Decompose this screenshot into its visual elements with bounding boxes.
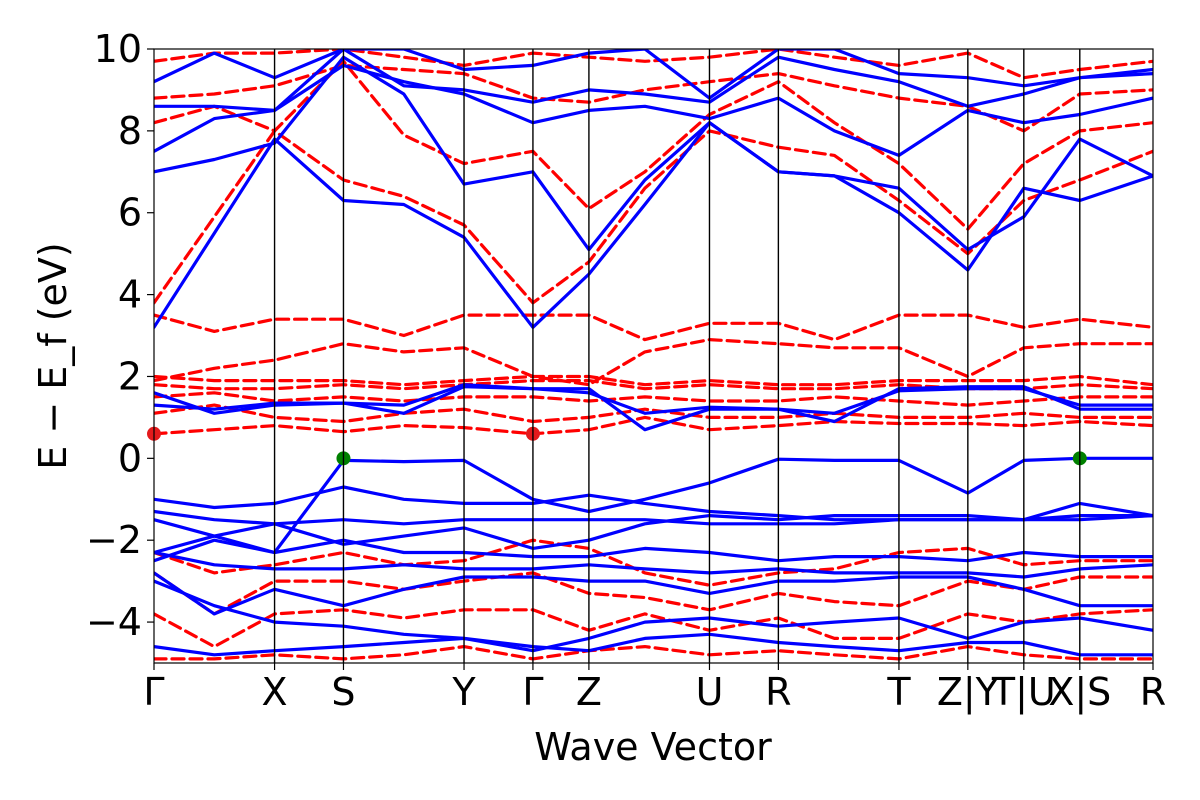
high-symmetry-lines — [273, 49, 1081, 663]
spin-down-band-15 — [154, 49, 1153, 80]
plot-frame — [153, 48, 1154, 664]
extrema-markers — [147, 426, 1087, 466]
spin-up-band-2 — [154, 579, 1153, 653]
y-axis-label: E − E_f (eV) — [31, 242, 75, 470]
x-tick-label: R — [765, 670, 791, 714]
spin-down-band-1 — [154, 645, 1153, 661]
x-tick-label: Γ — [522, 670, 543, 714]
spin-up-band-4 — [154, 550, 1153, 579]
x-axis-label: Wave Vector — [534, 725, 772, 769]
y-tick-label: 2 — [118, 354, 142, 398]
spin-up-band-9 — [154, 456, 1153, 563]
y-tick-label: −4 — [86, 600, 142, 644]
spin-down-band-12 — [154, 129, 1153, 305]
spin-down-band-3 — [154, 571, 1153, 616]
y-axis-ticks: −4 −2 0 2 4 6 8 10 — [86, 27, 154, 644]
spin-down-band-5 — [154, 415, 1153, 436]
y-tick-label: −2 — [86, 518, 142, 562]
spin-down-band-9 — [154, 374, 1153, 387]
x-tick-label: T|U — [991, 670, 1056, 715]
y-tick-label: 10 — [94, 27, 142, 71]
spin-up-band-13 — [154, 55, 1153, 252]
spin-down-band-10 — [154, 338, 1153, 387]
spin-down-band-7 — [154, 391, 1153, 407]
spin-up-band-5 — [154, 534, 1153, 563]
spin-down-band-2 — [154, 608, 1153, 649]
y-tick-label: 0 — [118, 436, 142, 480]
spin-up-band-12 — [154, 121, 1153, 329]
spin-up-band-16 — [154, 49, 1153, 100]
spin-up-band-3 — [154, 571, 1153, 616]
y-tick-label: 4 — [118, 273, 142, 317]
x-axis-ticks: Γ X S Y Γ Z U R T Z|YT|UX|S R — [143, 663, 1166, 715]
x-tick-label: Γ — [143, 670, 164, 714]
spin-up-band-11 — [154, 383, 1153, 415]
x-tick-label: X|S — [1048, 670, 1111, 715]
x-tick-label: Z — [576, 670, 602, 714]
x-tick-label: S — [331, 670, 355, 714]
spin-up-band-14 — [154, 63, 1153, 157]
y-tick-label: 8 — [118, 109, 142, 153]
x-tick-label: Y — [451, 670, 476, 714]
x-tick-label: R — [1140, 670, 1166, 714]
x-tick-label: X — [262, 670, 288, 714]
spin-up-band-15 — [154, 49, 1153, 112]
spin-down-band-4 — [154, 538, 1153, 587]
spin-up-band-1 — [154, 632, 1153, 657]
bands-layer — [154, 49, 1153, 661]
y-tick-label: 6 — [118, 191, 142, 235]
spin-down-band-6 — [154, 403, 1153, 424]
x-tick-label: T — [886, 670, 911, 714]
x-tick-label: Z|Y — [937, 670, 1000, 715]
spin-up-band-7 — [154, 509, 1153, 550]
x-tick-label: U — [696, 670, 724, 714]
spin-down-band-11 — [154, 313, 1153, 342]
